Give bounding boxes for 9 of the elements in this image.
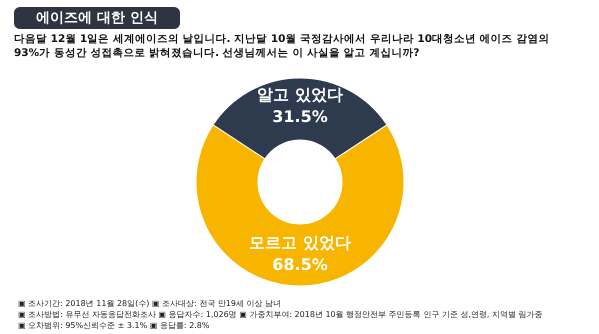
- text: ▣ 조사방법: 유무선 자동응답전화조사 ▣ 응답자수: 1,026명 ▣ 가중치부여: 2018년 10월 행정안전부 주민등록 인구 기준 성,연령, 지역별 림가중: [18, 309, 544, 320]
- text: ▣ 오차범위: 95%신뢰수준 ± 3.1% ▣ 응답률: 2.8%: [18, 320, 210, 331]
- chart-subtitle: 다음달 12월 1일은 세계에이즈의 날입니다. 지난달 10월 국정감사에서 우리나라 10대청소년 에이즈 감염의 93%가 동성간 성접촉으로 밝혀졌습니다. 선생님께서는 이 사실을 알고 계십니까?: [14, 32, 550, 60]
- text: ▣ 조사기간: 2018년 11월 28일(수) ▣ 조사대상: 전국 만19세 이상 남녀: [18, 298, 282, 309]
- slice-label: 모르고 있었다: [249, 233, 351, 252]
- slice-label: 알고 있었다: [257, 85, 343, 104]
- chart-title: 에이즈에 대한 인식: [14, 7, 180, 29]
- data-label: 68.5%: [272, 255, 328, 274]
- data-label: 31.5%: [272, 107, 328, 126]
